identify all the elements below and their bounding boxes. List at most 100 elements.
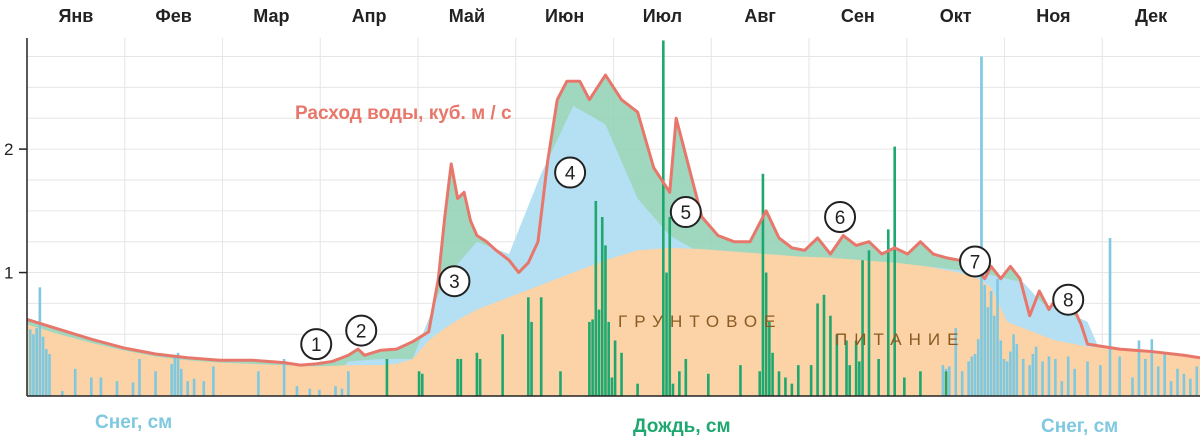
snow-bar — [1169, 381, 1173, 396]
precipitation-bars — [28, 40, 1199, 396]
rain-bar — [903, 377, 906, 396]
snow-bar — [1021, 358, 1025, 396]
month-label-8: Авг — [744, 6, 776, 26]
marker-number: 7 — [970, 252, 981, 273]
rain-bar — [758, 371, 762, 396]
snow-bar — [99, 377, 103, 396]
snow-bar — [967, 361, 970, 396]
marker-circle — [669, 196, 702, 229]
snow-bar — [318, 389, 321, 396]
snow-bar — [38, 287, 42, 396]
area-series — [27, 75, 1200, 397]
snow-bar — [983, 284, 986, 396]
snow-bar — [179, 368, 183, 396]
snow-bar — [986, 307, 990, 396]
month-label-2: Фев — [155, 6, 191, 26]
rain-bar — [591, 319, 594, 396]
marker-1: 1 — [300, 328, 333, 361]
rain-bar — [877, 358, 880, 396]
ground-label-word-1: ГРУНТОВОЕ — [618, 312, 782, 331]
rain-bar — [684, 358, 688, 396]
rain-bar — [671, 383, 675, 396]
rain-bar — [530, 321, 533, 396]
rain-bar — [385, 358, 389, 396]
snow-bar — [35, 328, 38, 396]
snow-bar — [89, 377, 93, 396]
marker-number: 5 — [681, 203, 692, 224]
snow-bar — [1156, 366, 1160, 396]
snow-bar — [212, 366, 215, 396]
snow-bar — [1099, 365, 1102, 396]
snow-bar — [1005, 361, 1009, 396]
month-label-11: Ноя — [1036, 6, 1070, 26]
marker-6: 6 — [824, 201, 857, 233]
month-label-10: Окт — [940, 6, 972, 26]
rain-bar — [478, 358, 482, 396]
rain-bar — [597, 309, 601, 396]
flow-line — [26, 73, 1200, 367]
rain-bar — [822, 294, 826, 396]
marker-number: 4 — [565, 164, 576, 185]
rain-bar — [854, 340, 858, 396]
snow-bar — [28, 329, 32, 396]
snow-bar — [1047, 356, 1051, 396]
snow-bar — [954, 328, 958, 396]
snow-bar — [73, 368, 77, 396]
marker-circle — [300, 328, 333, 361]
snow-bar — [1163, 352, 1166, 396]
snow-bar — [980, 56, 983, 396]
snow-bar — [347, 371, 350, 396]
snow-bar — [295, 386, 299, 396]
rain-bar — [501, 334, 504, 396]
snow-label-right: Снег, см — [1041, 416, 1118, 437]
snow-bar — [1054, 358, 1057, 396]
marker-number: 1 — [311, 335, 322, 356]
snow-bar — [1034, 346, 1038, 396]
snow-bar — [44, 349, 48, 396]
rain-bar — [604, 245, 607, 396]
snow-bar — [173, 356, 177, 396]
snow-bar — [941, 365, 945, 396]
marker-5: 5 — [669, 196, 702, 229]
snow-bar — [1150, 339, 1154, 396]
rain-bar — [764, 272, 768, 396]
snow-bar — [138, 358, 141, 396]
rain-bar — [845, 340, 848, 396]
rain-bar — [867, 250, 871, 396]
snow-bar — [999, 340, 1003, 396]
snow-bar — [1060, 381, 1064, 396]
snow-bar — [131, 382, 135, 396]
snow-bar — [970, 356, 974, 396]
snow-bar — [41, 336, 45, 396]
snow-bar — [48, 354, 51, 396]
snow-bar — [1086, 361, 1089, 396]
rain-bar — [944, 371, 948, 396]
snow-bar — [170, 363, 173, 396]
rain-bar — [790, 383, 794, 396]
marker-circle — [345, 314, 378, 347]
snow-bar — [1189, 378, 1192, 396]
marker-8: 8 — [1052, 283, 1085, 316]
rain-bar — [893, 146, 896, 396]
flow-line-group — [26, 73, 1200, 367]
snow-bar — [115, 381, 119, 396]
snow-bar — [61, 391, 64, 396]
rain-bar — [739, 365, 742, 396]
month-labels: Янв Фев Мар Апр Май Июн Июл Авг Сен Окт Ноя Дек — [58, 6, 1168, 26]
rain-bar — [420, 373, 424, 396]
rain-bar — [768, 321, 771, 396]
snow-bar — [973, 354, 977, 396]
month-label-4: Апр — [352, 6, 387, 26]
rain-bar — [539, 297, 543, 396]
rain-bar — [829, 315, 832, 396]
month-label-12: Дек — [1135, 6, 1168, 26]
snow-bar — [1028, 365, 1031, 396]
marker-circle — [824, 201, 857, 233]
snow-bar — [154, 371, 157, 396]
rain-bar — [620, 352, 623, 396]
month-label-6: Июн — [545, 6, 584, 26]
rain-bar — [835, 334, 839, 396]
marker-3: 3 — [438, 265, 471, 298]
rain-bar — [771, 352, 774, 396]
rain-bar — [796, 365, 800, 396]
